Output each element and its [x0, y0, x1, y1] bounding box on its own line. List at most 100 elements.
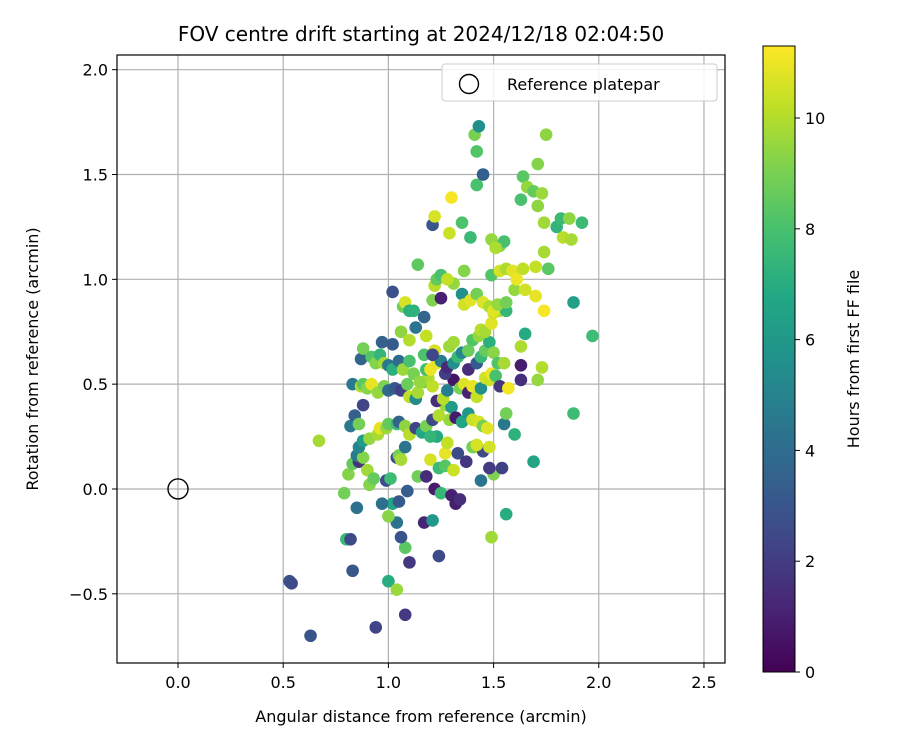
data-point: [487, 346, 500, 360]
data-point: [541, 262, 555, 276]
data-point: [497, 417, 511, 431]
data-point: [508, 428, 521, 441]
data-point: [346, 564, 359, 578]
data-point: [285, 577, 298, 590]
colorbar-title: Hours from first FF file: [844, 270, 863, 449]
data-point: [401, 377, 414, 391]
x-tick-label: 2.0: [586, 673, 611, 692]
data-point: [413, 375, 427, 389]
reference-marker: [167, 478, 189, 500]
data-point: [514, 193, 528, 206]
data-point: [470, 178, 484, 192]
data-point: [451, 447, 465, 460]
data-point: [464, 231, 477, 244]
data-point: [432, 409, 446, 422]
data-point: [531, 373, 545, 387]
data-point: [480, 421, 494, 435]
y-tick-label: −0.5: [69, 585, 108, 604]
plot-frame: [116, 54, 726, 664]
data-point: [382, 509, 395, 523]
data-point: [537, 245, 551, 259]
data-point: [424, 453, 437, 466]
data-point: [342, 468, 355, 481]
data-point: [394, 530, 408, 544]
data-point: [352, 417, 366, 431]
data-point: [424, 430, 437, 443]
data-point: [567, 296, 580, 309]
data-point: [514, 340, 528, 353]
data-point: [575, 216, 589, 230]
colorbar-tick-label: 10: [805, 109, 825, 128]
data-point: [312, 434, 326, 448]
colorbar-ticks: 0 2 4 6 8 10: [795, 109, 825, 682]
data-point: [426, 348, 439, 362]
data-point: [386, 338, 399, 351]
data-point: [586, 329, 599, 343]
data-point: [518, 283, 532, 297]
data-point: [470, 145, 484, 158]
data-point: [354, 352, 368, 366]
data-point: [510, 273, 524, 286]
data-point: [375, 497, 389, 510]
data-point: [434, 291, 448, 305]
data-point: [529, 260, 542, 274]
data-point: [350, 501, 364, 515]
x-axis-title: Angular distance from reference (arcmin): [255, 707, 586, 726]
data-point: [474, 474, 488, 487]
data-point: [565, 233, 578, 246]
x-tick-label: 2.5: [691, 673, 716, 692]
data-point: [375, 335, 389, 349]
data-point: [527, 455, 540, 469]
data-point: [535, 187, 549, 200]
data-point: [499, 407, 513, 420]
data-point: [535, 361, 549, 374]
data-point: [457, 264, 471, 278]
data-point: [337, 486, 351, 500]
data-point: [447, 463, 460, 477]
data-point: [497, 356, 511, 370]
data-point: [407, 304, 420, 318]
axis-ticks: 0.0 0.5 1.0 1.5 2.0 2.5 −0.5 0.0 0.5 1.0 1.5 2.0: [69, 61, 717, 692]
data-point: [403, 333, 416, 347]
legend: Reference platepar: [441, 63, 718, 102]
data-point: [563, 212, 576, 225]
chart-title: FOV centre drift starting at 2024/12/18 …: [178, 22, 664, 46]
data-point: [304, 629, 317, 643]
data-point: [499, 296, 513, 309]
data-points: [283, 119, 599, 643]
x-tick-label: 0.0: [165, 673, 190, 692]
colorbar-tick-label: 0: [805, 663, 815, 682]
legend-box: [441, 63, 718, 102]
data-point: [401, 484, 414, 498]
reference-layer: [167, 478, 189, 500]
colorbar-tick-label: 6: [805, 331, 815, 350]
data-point: [419, 470, 433, 483]
data-point: [499, 507, 513, 521]
data-point: [476, 168, 490, 181]
data-point: [502, 382, 515, 395]
x-tick-label: 1.0: [376, 673, 401, 692]
data-point: [398, 440, 412, 454]
data-point: [382, 574, 395, 588]
data-point: [411, 258, 425, 271]
data-point: [483, 440, 496, 454]
data-point: [567, 407, 580, 420]
data-point: [539, 128, 553, 141]
data-point: [489, 241, 502, 255]
data-point: [537, 304, 551, 318]
data-point: [394, 453, 408, 466]
y-tick-label: 1.0: [83, 270, 108, 289]
data-point: [508, 283, 521, 297]
data-point: [474, 382, 488, 395]
colorbar: [762, 45, 796, 673]
y-tick-label: 1.5: [83, 166, 108, 185]
data-point: [531, 199, 545, 213]
data-point: [495, 461, 509, 475]
colorbar-tick-label: 2: [805, 552, 815, 571]
data-point: [419, 329, 433, 343]
y-tick-label: 0.0: [83, 480, 108, 499]
data-point: [516, 170, 530, 183]
y-axis-title: Rotation from reference (arcmin): [23, 227, 42, 490]
data-point: [455, 216, 469, 230]
